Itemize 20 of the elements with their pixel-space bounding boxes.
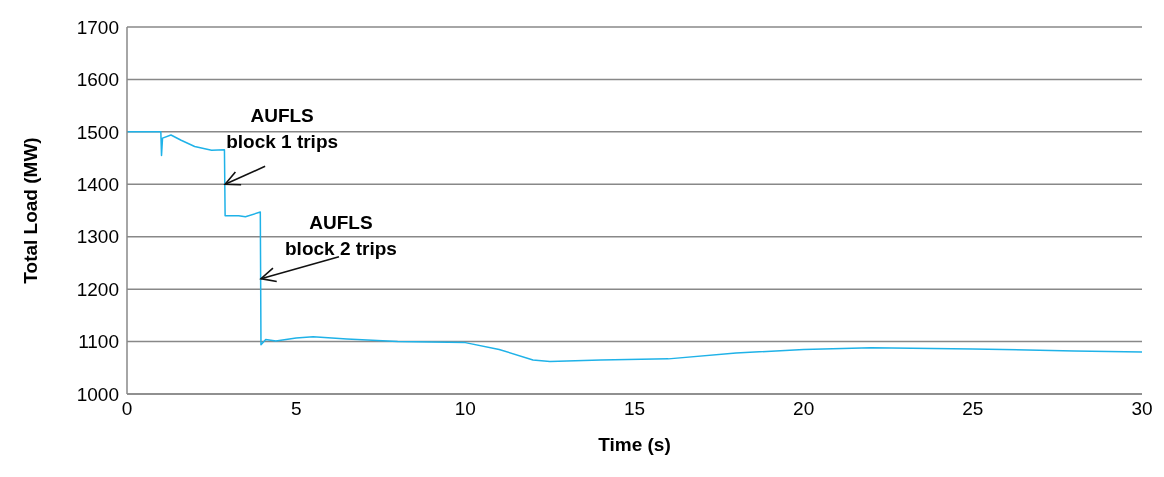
y-tick-label: 1400 <box>76 174 119 196</box>
x-tick-label: 30 <box>1131 398 1153 420</box>
y-tick-label: 1000 <box>76 383 119 405</box>
y-tick-label: 1200 <box>76 278 119 300</box>
x-tick-label: 5 <box>290 398 302 420</box>
y-tick-label: 1100 <box>78 331 119 353</box>
y-tick-label: 1600 <box>76 69 119 91</box>
y-tick-label: 1300 <box>76 226 119 248</box>
x-tick-label: 10 <box>454 398 476 420</box>
y-tick-label: 1500 <box>76 121 119 143</box>
x-axis-title: Time (s) <box>598 434 671 455</box>
y-axis-title: Total Load (MW) <box>19 137 41 284</box>
x-tick-label: 15 <box>623 398 646 420</box>
x-tick-label: 0 <box>121 398 133 420</box>
x-tick-label: 20 <box>793 398 815 420</box>
x-tick-label: 25 <box>962 398 984 420</box>
y-tick-label: 1700 <box>76 16 119 38</box>
annotation: AUFLS block 1 trips <box>226 105 339 153</box>
line-series <box>127 131 1142 363</box>
annotation: AUFLS block 2 trips <box>285 211 397 259</box>
